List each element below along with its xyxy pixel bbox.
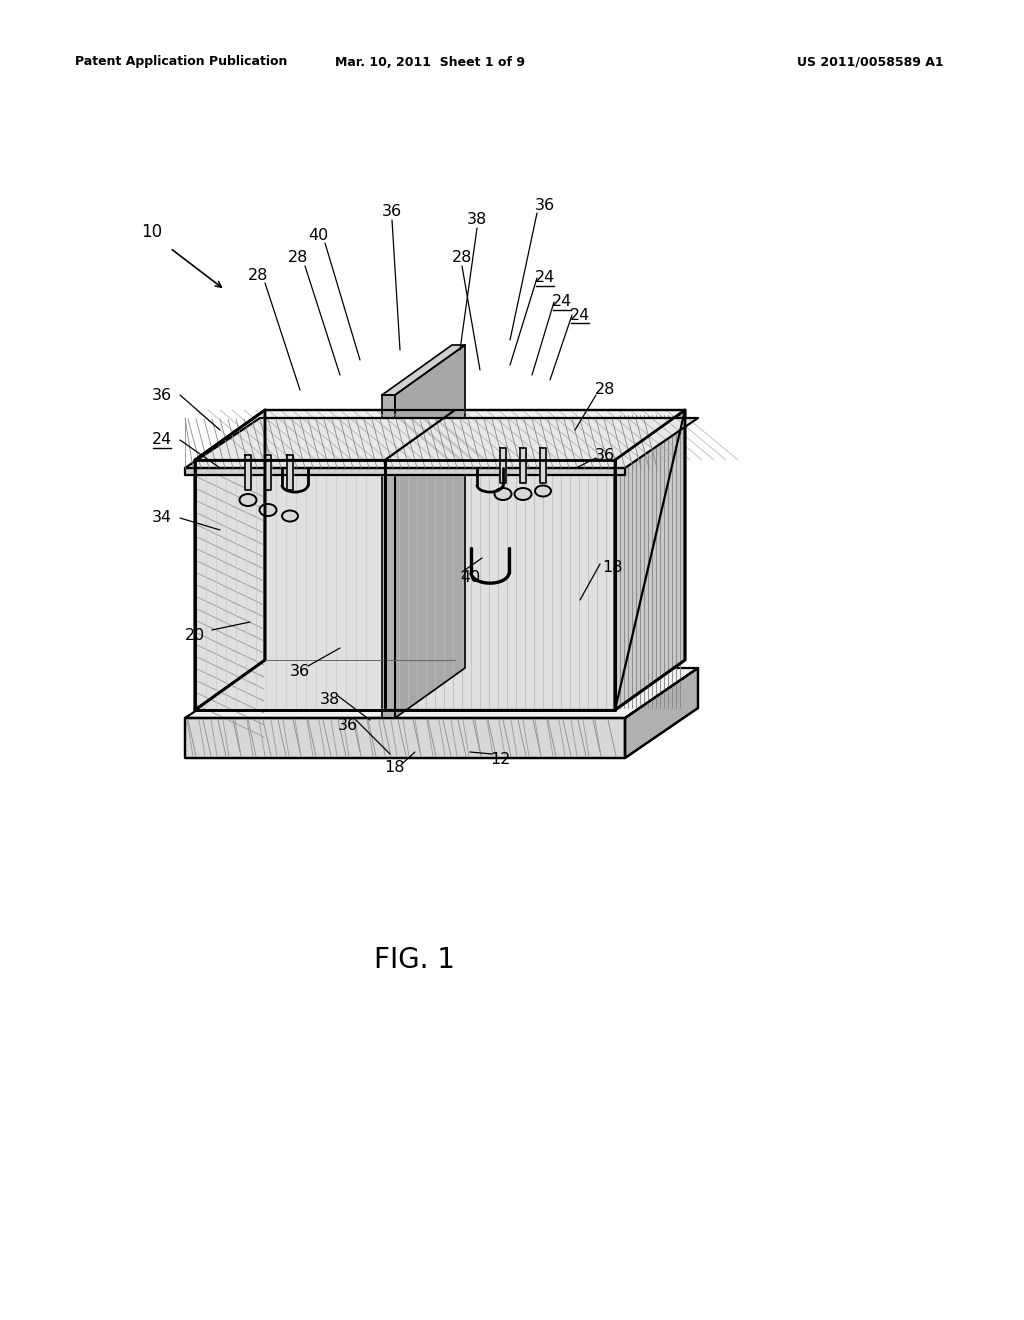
Text: 36: 36 [535,198,555,213]
Polygon shape [195,411,265,710]
Text: 36: 36 [382,205,402,219]
Polygon shape [625,668,698,758]
Polygon shape [287,455,293,490]
Ellipse shape [495,488,512,500]
Polygon shape [382,395,395,718]
Ellipse shape [259,504,276,516]
Polygon shape [185,668,698,718]
Text: 36: 36 [152,388,172,403]
Polygon shape [185,418,698,469]
Text: 28: 28 [288,251,308,265]
Text: 36: 36 [290,664,310,680]
Polygon shape [500,447,506,483]
Text: 40: 40 [308,227,328,243]
Polygon shape [385,411,685,459]
Text: 28: 28 [248,268,268,282]
Ellipse shape [240,494,256,506]
Polygon shape [395,345,465,718]
Polygon shape [195,459,385,710]
Text: 36: 36 [595,449,615,463]
Polygon shape [520,447,526,483]
Polygon shape [245,455,251,490]
Text: FIG. 1: FIG. 1 [375,946,456,974]
Text: 18: 18 [385,760,406,776]
Text: 36: 36 [338,718,358,733]
Text: 40: 40 [460,570,480,586]
Text: 38: 38 [467,213,487,227]
Polygon shape [385,459,615,710]
Text: 38: 38 [319,693,340,708]
Text: 28: 28 [595,383,615,397]
Text: 10: 10 [141,223,163,242]
Text: 28: 28 [452,251,472,265]
Text: 34: 34 [152,511,172,525]
Text: US 2011/0058589 A1: US 2011/0058589 A1 [797,55,943,69]
Text: 24: 24 [552,294,572,309]
Polygon shape [185,469,625,475]
Text: 24: 24 [570,308,590,322]
Ellipse shape [282,511,298,521]
Text: Patent Application Publication: Patent Application Publication [75,55,288,69]
Text: 20: 20 [185,627,205,643]
Text: Mar. 10, 2011  Sheet 1 of 9: Mar. 10, 2011 Sheet 1 of 9 [335,55,525,69]
Polygon shape [382,345,465,395]
Text: 24: 24 [152,433,172,447]
Polygon shape [195,411,455,459]
Text: 24: 24 [535,271,555,285]
Polygon shape [265,455,271,490]
Polygon shape [540,447,546,483]
Text: 18: 18 [602,561,623,576]
Ellipse shape [514,488,531,500]
Polygon shape [615,411,685,710]
Ellipse shape [535,486,551,496]
Polygon shape [185,718,625,758]
Text: 12: 12 [489,752,510,767]
